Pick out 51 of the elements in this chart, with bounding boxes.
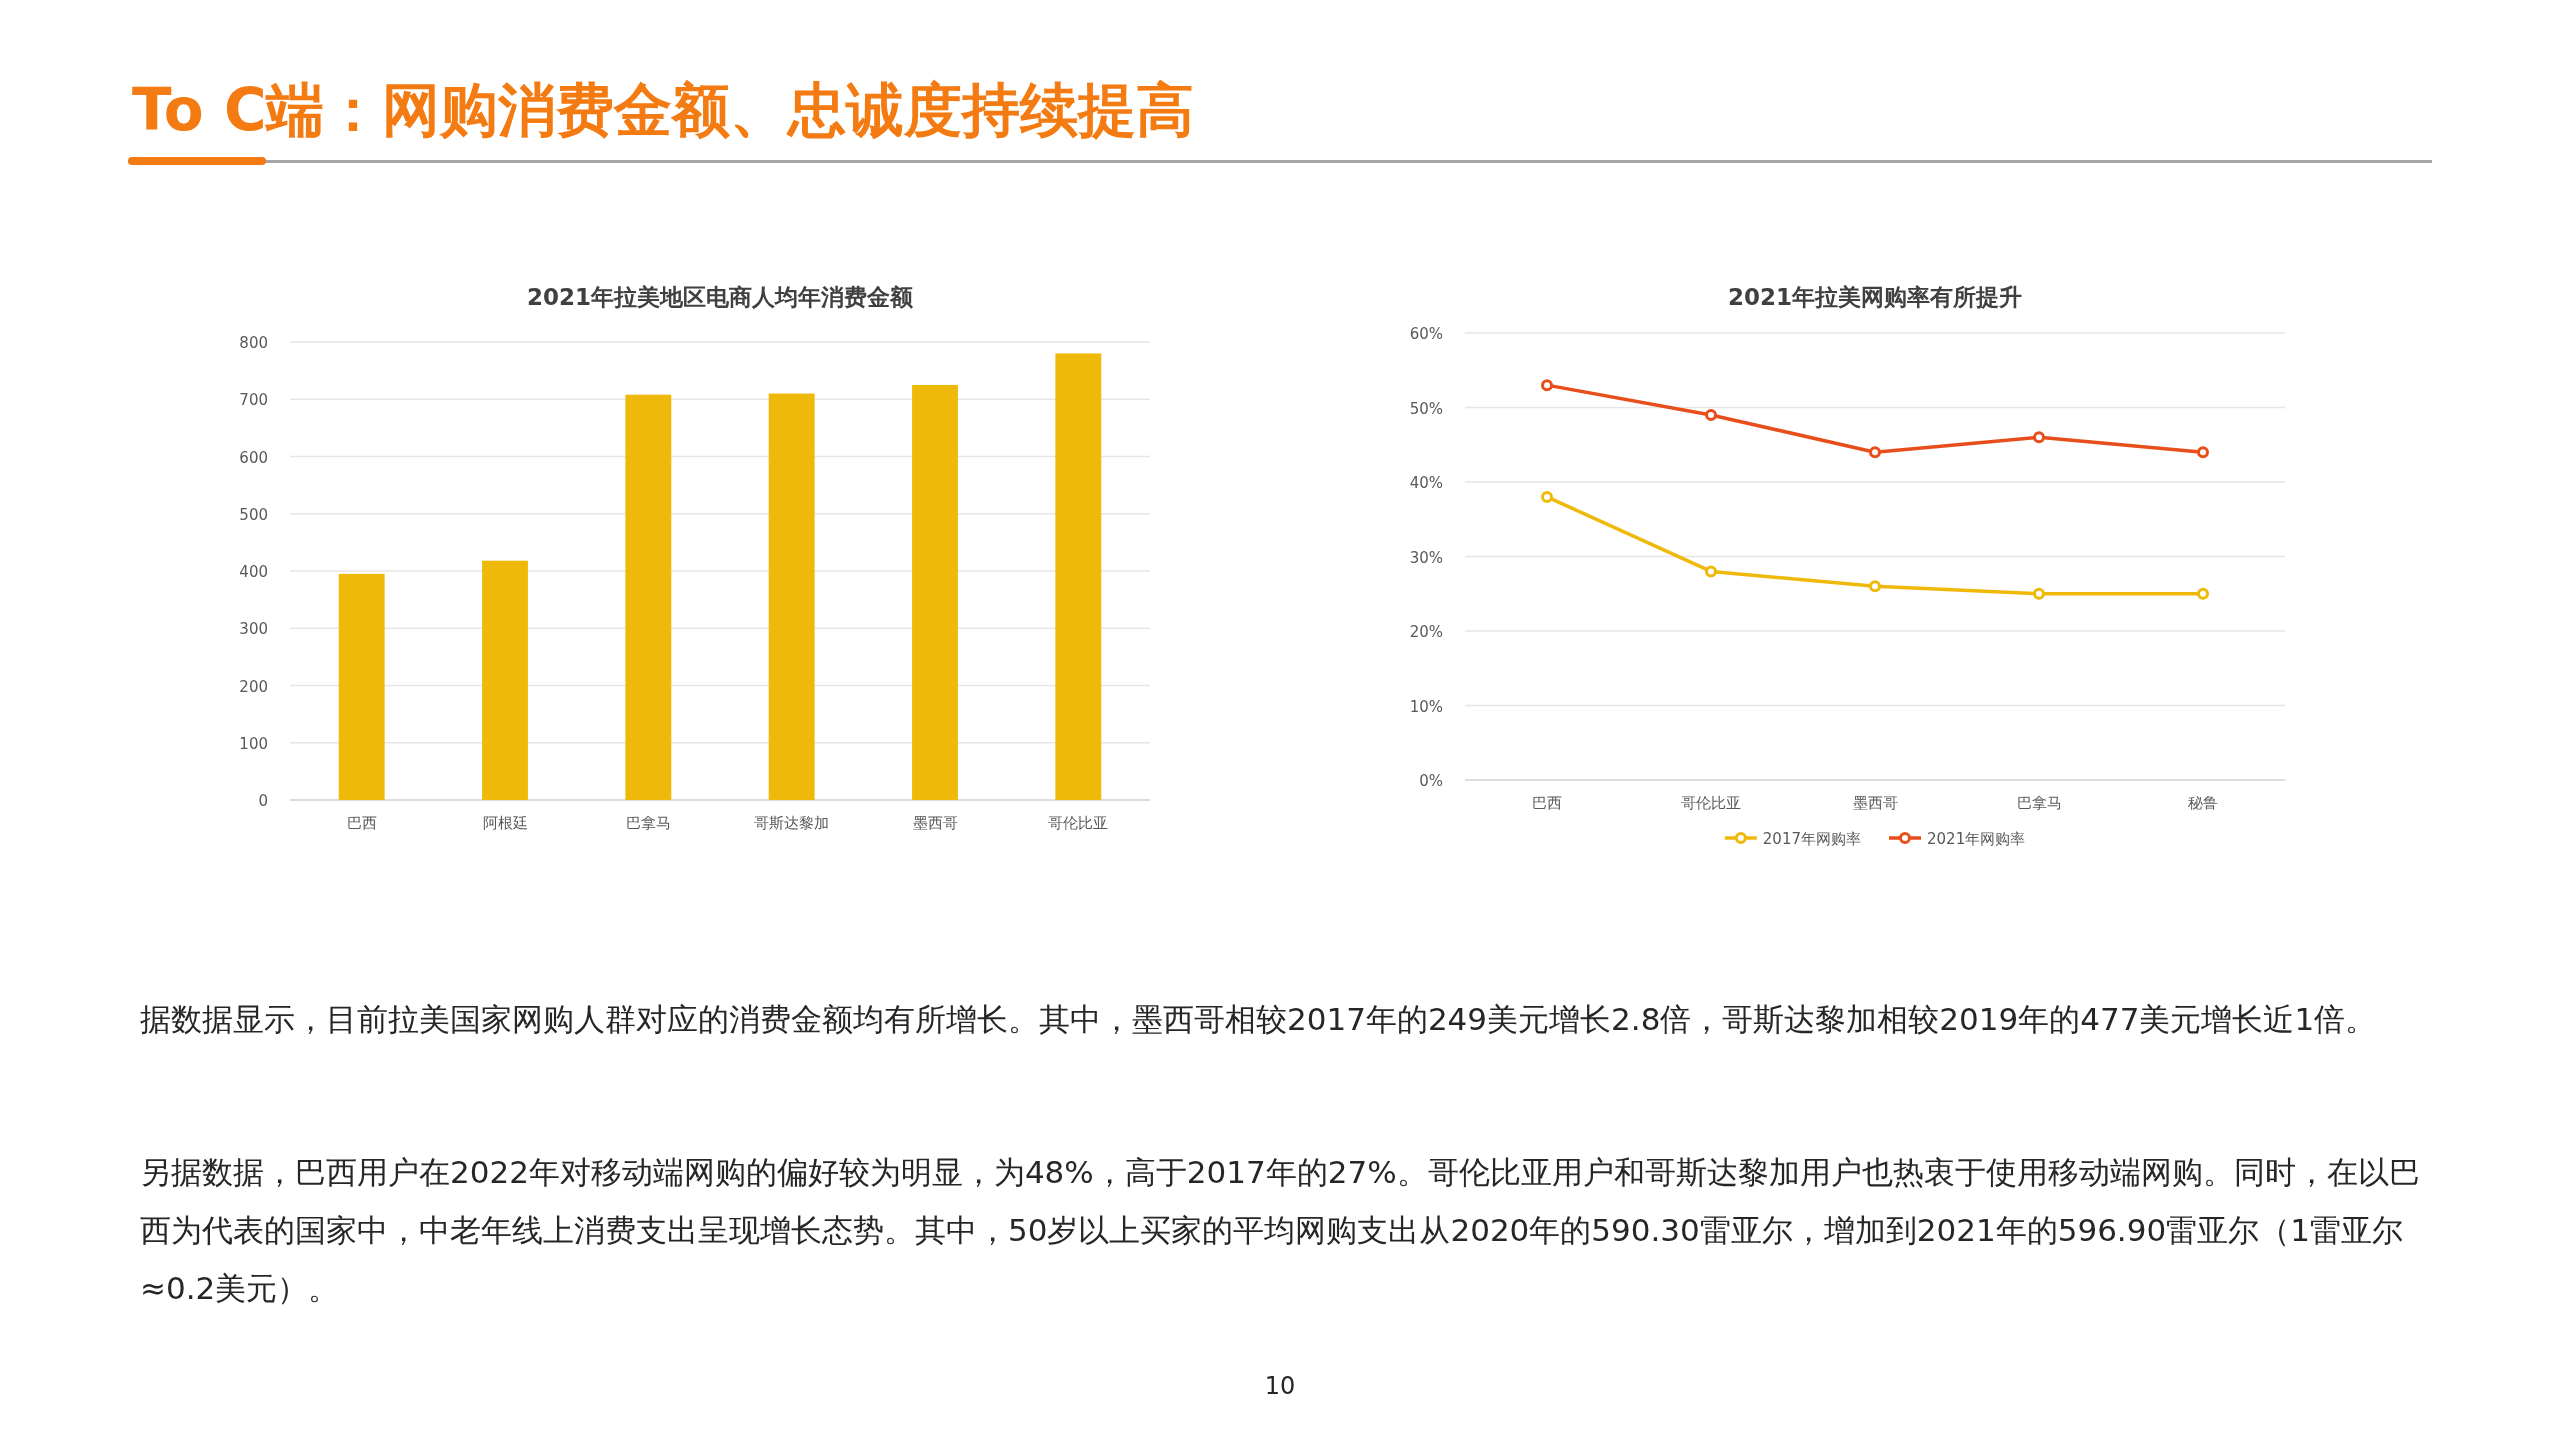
x-tick-label: 哥伦比亚 bbox=[1681, 794, 1741, 812]
x-tick-label: 阿根廷 bbox=[482, 814, 528, 832]
point bbox=[1705, 408, 1717, 421]
y-tick-label: 100 bbox=[239, 734, 268, 753]
point bbox=[1541, 490, 1553, 503]
x-tick-label: 巴拿马 bbox=[625, 814, 671, 832]
bar bbox=[1055, 353, 1102, 800]
text: 10 bbox=[1263, 1372, 1297, 1400]
x-tick-label: 巴西 bbox=[346, 814, 377, 832]
point bbox=[1541, 379, 1553, 392]
point bbox=[2033, 587, 2045, 600]
x-tick-label: 墨西哥 bbox=[912, 814, 958, 832]
x-tick-label: 巴西 bbox=[1532, 794, 1562, 812]
x-tick-label: 哥斯达黎加 bbox=[754, 814, 830, 832]
bar bbox=[482, 560, 528, 800]
x-tick-label: 墨西哥 bbox=[1852, 794, 1898, 812]
x-tick-label: 巴拿马 bbox=[2016, 794, 2062, 812]
y-tick-label: 200 bbox=[239, 677, 268, 696]
y-tick-label: 600 bbox=[239, 448, 268, 467]
x-tick-label: 哥伦比亚 bbox=[1048, 814, 1109, 832]
legend-label: 2017年网购率 bbox=[1762, 830, 1861, 848]
text: 另据数据，巴西用户在2022年对移动端网购的偏好较为明显，为48%，高于2017年的27%。哥伦比亚用户和哥斯达黎加用户也热衷于使用移动端网购。同时，在以巴西为代表的国家中，中老年线上消费支出呈现增长态势。其中，50岁以上买家的平均网购支出从2020年的590.30雷亚尔，增加到2021年的596.90雷亚尔（1雷亚尔≈0.2美元）。 bbox=[140, 1153, 2421, 1308]
text: 据数据显示，目前拉美国家网购人群对应的消费金额均有所增长。其中，墨西哥相较2017年的249美元增长2.8倍，哥斯达黎加相较2019年的477美元增长近1倍。 bbox=[140, 1000, 2378, 1039]
point bbox=[2197, 587, 2209, 600]
y-tick-label: 700 bbox=[239, 391, 268, 410]
point bbox=[2197, 446, 2209, 459]
point bbox=[1869, 580, 1881, 593]
y-tick-label: 500 bbox=[239, 505, 268, 524]
x-tick-label: 秘鲁 bbox=[2188, 794, 2218, 812]
chart-title: 2021年拉美网购率有所提升 bbox=[1727, 284, 2023, 310]
y-tick-label: 10% bbox=[1409, 697, 1443, 716]
bar bbox=[625, 394, 672, 800]
text: To C端：网购消费金额、忠诚度持续提高 bbox=[132, 75, 1195, 146]
y-tick-label: 300 bbox=[239, 620, 268, 639]
y-tick-label: 800 bbox=[239, 334, 268, 352]
y-tick-label: 30% bbox=[1409, 548, 1443, 567]
bar bbox=[768, 393, 815, 800]
point bbox=[2033, 431, 2045, 444]
chart-title: 2021年拉美地区电商人均年消费金额 bbox=[526, 284, 915, 310]
y-tick-label: 20% bbox=[1409, 623, 1443, 641]
bar bbox=[912, 384, 958, 800]
point bbox=[1705, 565, 1717, 578]
point bbox=[1869, 446, 1881, 459]
legend-label: 2021年网购率 bbox=[1927, 830, 2026, 848]
y-tick-label: 0% bbox=[1419, 772, 1443, 790]
y-tick-label: 400 bbox=[239, 563, 268, 581]
y-tick-label: 60% bbox=[1409, 325, 1443, 343]
y-tick-label: 50% bbox=[1409, 399, 1443, 418]
y-tick-label: 40% bbox=[1409, 474, 1443, 492]
bar bbox=[338, 573, 385, 800]
y-tick-label: 0 bbox=[258, 792, 268, 810]
